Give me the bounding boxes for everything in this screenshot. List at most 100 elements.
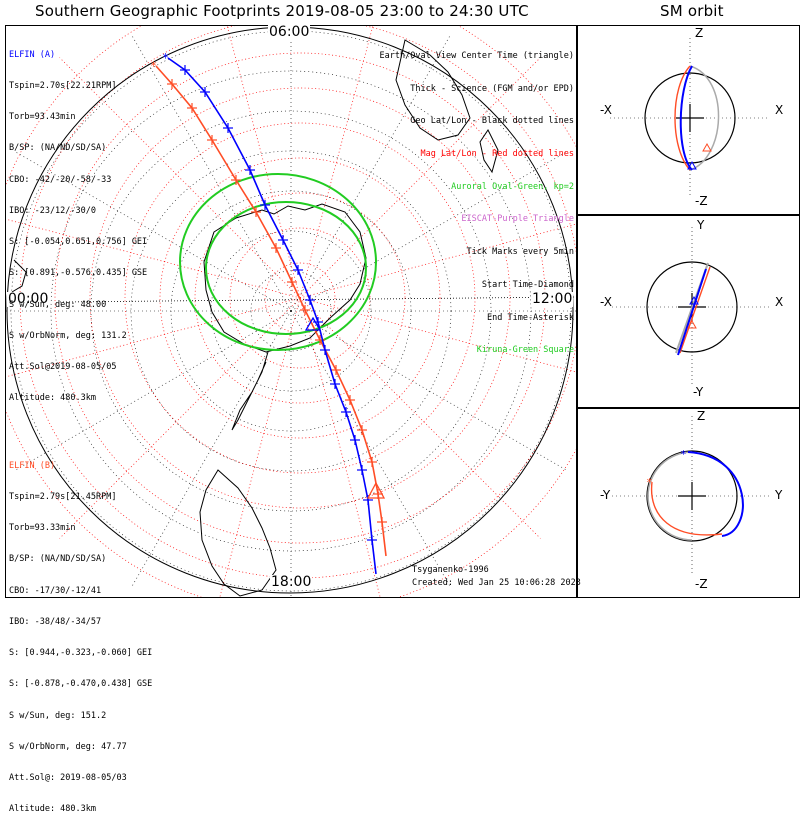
orbit2-elfin-a-triangle xyxy=(689,295,699,305)
legend-item: Thick - Science (FGM and/or EPD) xyxy=(410,83,574,94)
hour-label-top: 06:00 xyxy=(268,24,311,40)
legend-item: Start Time-Diamond xyxy=(481,279,574,290)
africa-coast xyxy=(11,259,27,293)
mag-lat-circle xyxy=(159,157,441,439)
orbit1-left-label: -X xyxy=(600,103,612,117)
created-credit: Created: Wed Jan 25 10:06:28 2023 xyxy=(412,578,581,588)
elfin-b-line: S: [-0.878,-0.470,0.438] GSE xyxy=(9,679,153,690)
geo-lon-line xyxy=(130,33,292,312)
orbit3-elfin-b-track xyxy=(650,481,723,536)
orbit2-right-label: X xyxy=(775,295,784,309)
elfin-a-line: Torb=93.43min xyxy=(9,112,76,123)
geo-lon-line xyxy=(13,150,292,312)
elfin-b-line: Altitude: 480.3km xyxy=(9,804,96,815)
orbit2-elfin-b-triangle xyxy=(687,319,697,329)
orbit1-elfin-b-triangle xyxy=(702,142,712,152)
elfin-a-header: ELFIN (A) xyxy=(9,49,56,60)
noon-midnight-line xyxy=(59,296,576,303)
elfin-a-line: Altitude: 480.3km xyxy=(9,393,96,404)
auroral-oval-inner xyxy=(205,201,367,335)
hour-label-left: 00:00 xyxy=(7,291,50,307)
legend-item: Tick Marks every 5min xyxy=(466,247,574,258)
mag-lat-circle xyxy=(229,227,371,369)
elfin-b-center-triangle xyxy=(366,481,386,499)
elfin-a-line: B/SP: (NA/ND/SD/SA) xyxy=(9,143,107,154)
main-title: Southern Geographic Footprints 2019-08-0… xyxy=(35,2,529,20)
hour-label-bottom: 18:00 xyxy=(270,574,313,590)
mag-lon-line xyxy=(299,26,374,299)
mag-lon-line xyxy=(299,297,381,597)
elfin-b-line: B/SP: (NA/ND/SD/SA) xyxy=(9,554,107,565)
orbit2-bottom-label: -Y xyxy=(693,385,704,399)
mag-lon-line xyxy=(219,297,301,597)
elfin-a-end-marker: * xyxy=(162,51,169,65)
legend: Earth/Oval View Center Time (triangle) T… xyxy=(380,29,574,367)
elfin-b-line: IBO: -38/48/-34/57 xyxy=(9,616,102,627)
elfin-a-line: S: [-0.054,0.651,0.756] GEI xyxy=(9,237,148,248)
legend-item: Mag Lat/Lon - Red dotted lines xyxy=(420,148,574,159)
orbit1-elfin-a-track xyxy=(679,65,693,171)
elfin-a-line: Att.Sol@2019-08-05/05 xyxy=(9,362,117,372)
orbit1-elfin-a-triangle xyxy=(687,160,697,170)
geo-lon-line xyxy=(290,33,452,312)
elfin-b-line: Torb=93.33min xyxy=(9,523,76,534)
mag-lon-line xyxy=(299,57,541,299)
orbit3-bottom-label: -Z xyxy=(695,577,708,591)
auroral-oval-outer xyxy=(179,173,377,351)
orbit2-top-label: Y xyxy=(697,218,705,232)
mag-lat-circle xyxy=(194,192,406,404)
geo-lon-line xyxy=(13,310,292,472)
orbit2-elfin-a-track xyxy=(677,268,707,356)
orbit2-left-label: -X xyxy=(600,295,612,309)
orbit1-right-label: X xyxy=(775,103,784,117)
elfin-b-line: S w/Sun, deg: 151.2 xyxy=(9,710,107,721)
geo-lon-line xyxy=(290,150,569,312)
orbit2-elfin-b-track xyxy=(679,266,711,354)
mag-lon-line xyxy=(59,57,301,299)
elfin-b-header: ELFIN (B) xyxy=(9,460,56,471)
mag-lon-line xyxy=(299,297,541,539)
geo-lon-line xyxy=(290,310,452,589)
elfin-a-line: S: [0.891,-0.576,0.435] GSE xyxy=(9,268,148,279)
south-america-coast xyxy=(199,469,277,597)
mag-lon-line xyxy=(299,297,576,373)
mag-lat-circle xyxy=(264,262,336,334)
geo-lon-line xyxy=(130,310,292,589)
elfin-b-line: S w/OrbNorm, deg: 47.77 xyxy=(9,741,127,752)
elfin-a-line: S w/OrbNorm, deg: 131.2 xyxy=(9,330,127,341)
elfin-b-end-marker: * xyxy=(150,59,157,73)
peninsula-coast xyxy=(231,351,269,431)
orbit1-top-label: Z xyxy=(695,26,704,40)
australia-coast xyxy=(395,39,471,141)
orbit1-bottom-label: -Z xyxy=(695,194,708,208)
mag-lat-circle xyxy=(124,122,476,474)
legend-item: Earth/Oval View Center Time (triangle) xyxy=(379,50,574,61)
elfin-b-line: Tspin=2.79s[21.45RPM] xyxy=(9,492,117,503)
elfin-b-info: ELFIN (B) Tspin=2.79s[21.45RPM] Torb=93.… xyxy=(9,440,152,825)
elfin-a-center-triangle xyxy=(304,316,322,331)
legend-item: EISCAT-Purple Triangle xyxy=(461,214,574,225)
hour-label-right: 12:00 xyxy=(531,291,574,307)
antarctica-coast xyxy=(203,203,367,353)
side-title: SM orbit xyxy=(660,2,724,20)
mag-lon-line xyxy=(226,26,301,299)
new-zealand-coast xyxy=(479,129,499,174)
mag-lon-line xyxy=(6,297,301,378)
elfin-a-line: CBO: -42/-20/-58/-33 xyxy=(9,174,112,185)
orbit3-top-label: Z xyxy=(697,409,706,423)
model-credit: Tsyganenko-1996 xyxy=(412,565,489,575)
orbit3-elfin-b-marker: * xyxy=(646,476,653,489)
orbit1-elfin-b-track xyxy=(674,65,691,171)
elfin-a-line: IBO: -23/12/-30/0 xyxy=(9,205,96,216)
legend-item: Auroral Oval-Green, kp=2 xyxy=(451,181,574,192)
elfin-a-line: S w/Sun, deg: 48.00 xyxy=(9,299,107,310)
legend-item: End Time-Asterisk xyxy=(487,312,574,323)
mag-lon-line xyxy=(299,223,576,299)
elfin-b-line: S: [0.944,-0.323,-0.060] GEI xyxy=(9,648,153,659)
legend-item: Geo Lat/Lon - Black dotted lines xyxy=(410,116,574,127)
elfin-a-track xyxy=(167,57,377,575)
orbit3-elfin-a-track xyxy=(687,451,744,537)
mag-lon-line xyxy=(6,218,301,299)
elfin-a-line: Tspin=2.70s[22.21RPM] xyxy=(9,81,117,92)
orbit1-shadow-track xyxy=(689,65,720,171)
